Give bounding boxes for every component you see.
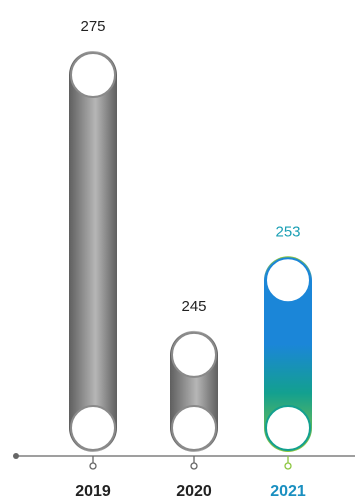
tick-marker (89, 462, 97, 470)
bar-body (69, 51, 117, 452)
bar-top-circle (70, 52, 116, 98)
x-axis-start-dot (13, 453, 19, 459)
bars-layer (69, 51, 312, 452)
tick-marker (284, 462, 292, 470)
bar-2021 (264, 256, 312, 452)
tick-marker (190, 462, 198, 470)
bar-top-circle (265, 257, 311, 304)
bar-bottom-circle (171, 405, 217, 451)
axis-layer (13, 453, 355, 470)
bar-2020 (170, 330, 218, 452)
value-label-2020: 245 (181, 298, 206, 315)
labels-layer: 275 2019 245 2020 253 2021 (75, 18, 306, 499)
bar-bottom-circle (70, 405, 116, 451)
category-label-2020: 2020 (176, 483, 212, 499)
bar-bottom-circle (265, 405, 311, 451)
category-label-2019: 2019 (75, 483, 111, 499)
bar-body (264, 256, 312, 452)
bar-2019 (69, 51, 117, 452)
bar-top-circle (171, 331, 217, 378)
category-label-2021: 2021 (270, 483, 306, 499)
value-label-2019: 275 (80, 18, 105, 35)
value-label-2021: 253 (275, 223, 300, 240)
